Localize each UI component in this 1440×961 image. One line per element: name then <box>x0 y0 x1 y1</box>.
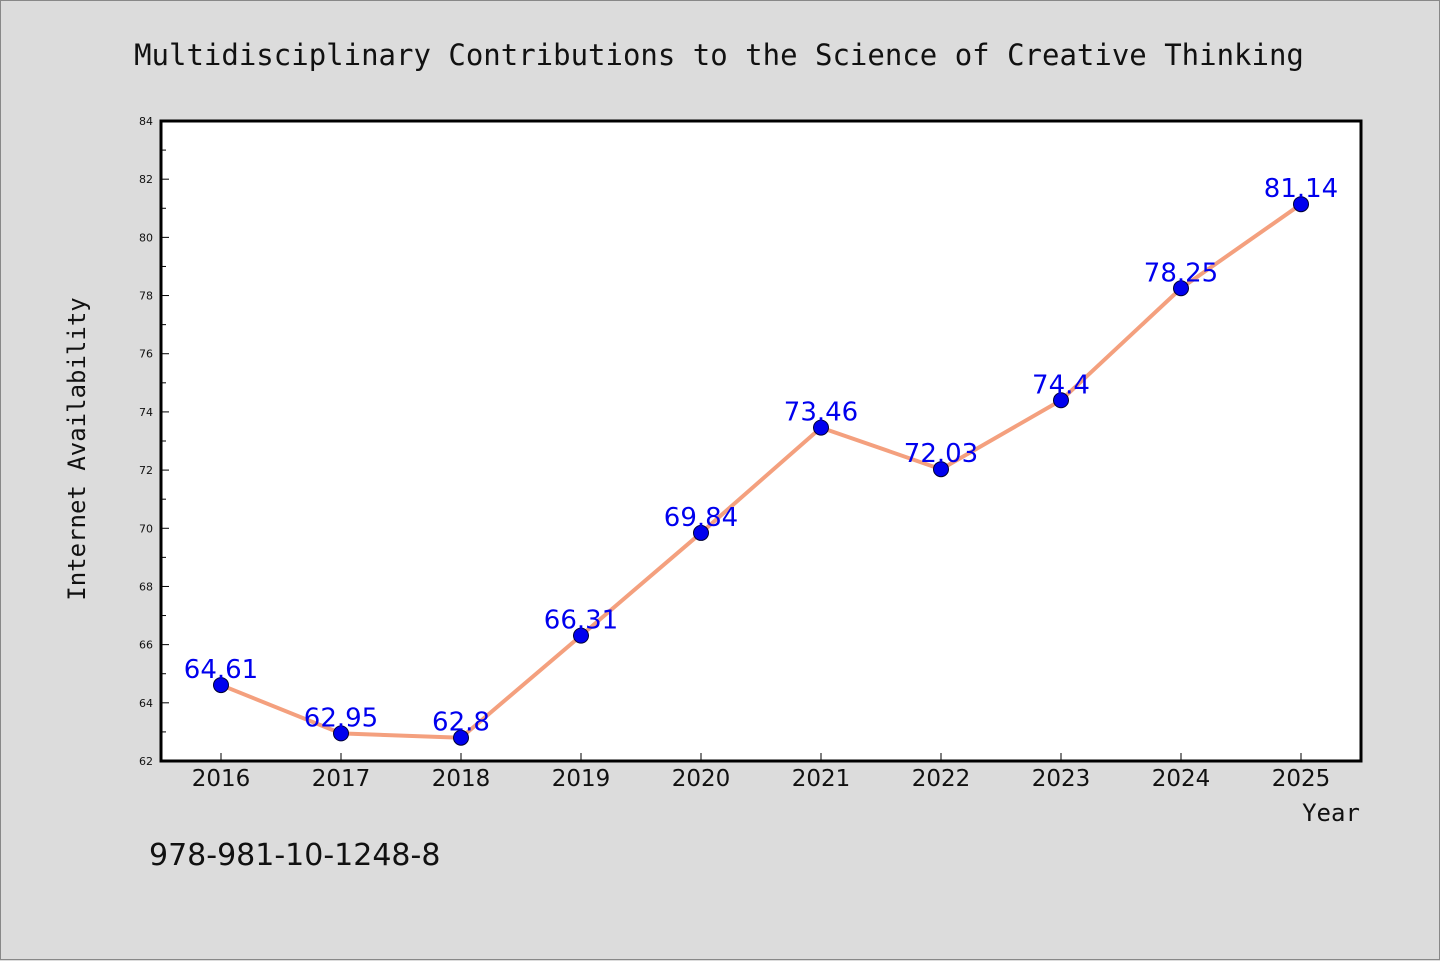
data-label: 72.03 <box>904 439 978 469</box>
data-point <box>333 725 349 742</box>
y-tick-label: 76 <box>139 348 153 361</box>
data-point <box>933 461 949 478</box>
data-label: 74.4 <box>1032 370 1090 400</box>
y-tick-label: 72 <box>139 464 153 477</box>
y-tick-label: 74 <box>139 406 153 419</box>
y-axis-label: Internet Availability <box>63 297 91 600</box>
y-tick-label: 68 <box>139 580 153 593</box>
data-label: 69.84 <box>664 503 738 533</box>
x-tick-label: 2023 <box>1032 766 1091 792</box>
x-tick-label: 2016 <box>192 766 251 792</box>
x-tick-label: 2020 <box>672 766 731 792</box>
series-layer <box>213 196 1309 746</box>
data-point <box>1053 392 1069 409</box>
data-point <box>693 524 709 541</box>
data-point <box>813 419 829 436</box>
y-tick-label: 70 <box>139 522 153 535</box>
data-label: 73.46 <box>784 398 858 428</box>
x-tick-label: 2022 <box>912 766 971 792</box>
y-tick-label: 78 <box>139 290 153 303</box>
plot-area <box>161 121 1361 761</box>
x-tick-label: 2019 <box>552 766 611 792</box>
data-point <box>213 677 229 694</box>
x-tick-label: 2018 <box>432 766 491 792</box>
y-tick-label: 80 <box>139 231 153 244</box>
x-tick-label: 2024 <box>1152 766 1211 792</box>
data-label: 78.25 <box>1144 258 1218 288</box>
data-point <box>1293 196 1309 213</box>
data-label: 62.8 <box>432 708 490 738</box>
data-label: 66.31 <box>544 606 618 636</box>
data-label: 64.61 <box>184 655 258 685</box>
y-tick-label: 62 <box>139 755 153 768</box>
y-tick-label: 66 <box>139 639 153 652</box>
chart-title: Multidisciplinary Contributions to the S… <box>134 38 1304 72</box>
series-line <box>219 202 1303 740</box>
data-label: 81.14 <box>1264 174 1338 204</box>
plot-border <box>159 119 1363 763</box>
data-point <box>453 729 469 746</box>
y-tick-label: 84 <box>139 115 153 128</box>
y-axis: 62 64 66 68 70 72 74 76 78 80 82 84 <box>139 115 169 768</box>
x-axis-label: Year <box>1302 799 1360 827</box>
x-tick-label: 2021 <box>792 766 851 792</box>
x-tick-label: 2017 <box>312 766 371 792</box>
x-axis: 2016 2017 2018 2019 2020 2021 2022 2023 2024 2025 <box>192 753 1331 792</box>
data-point <box>573 627 589 644</box>
x-tick-label: 2025 <box>1272 766 1331 792</box>
isbn-text: 978-981-10-1248-8 <box>149 838 440 873</box>
data-labels: 64.61 62.95 62.8 66.31 69.84 73.46 72.03 74.4 78… <box>184 174 1338 738</box>
y-tick-label: 64 <box>139 697 153 710</box>
data-point <box>1173 280 1189 297</box>
y-tick-label: 82 <box>139 173 153 186</box>
data-label: 62.95 <box>304 703 378 733</box>
